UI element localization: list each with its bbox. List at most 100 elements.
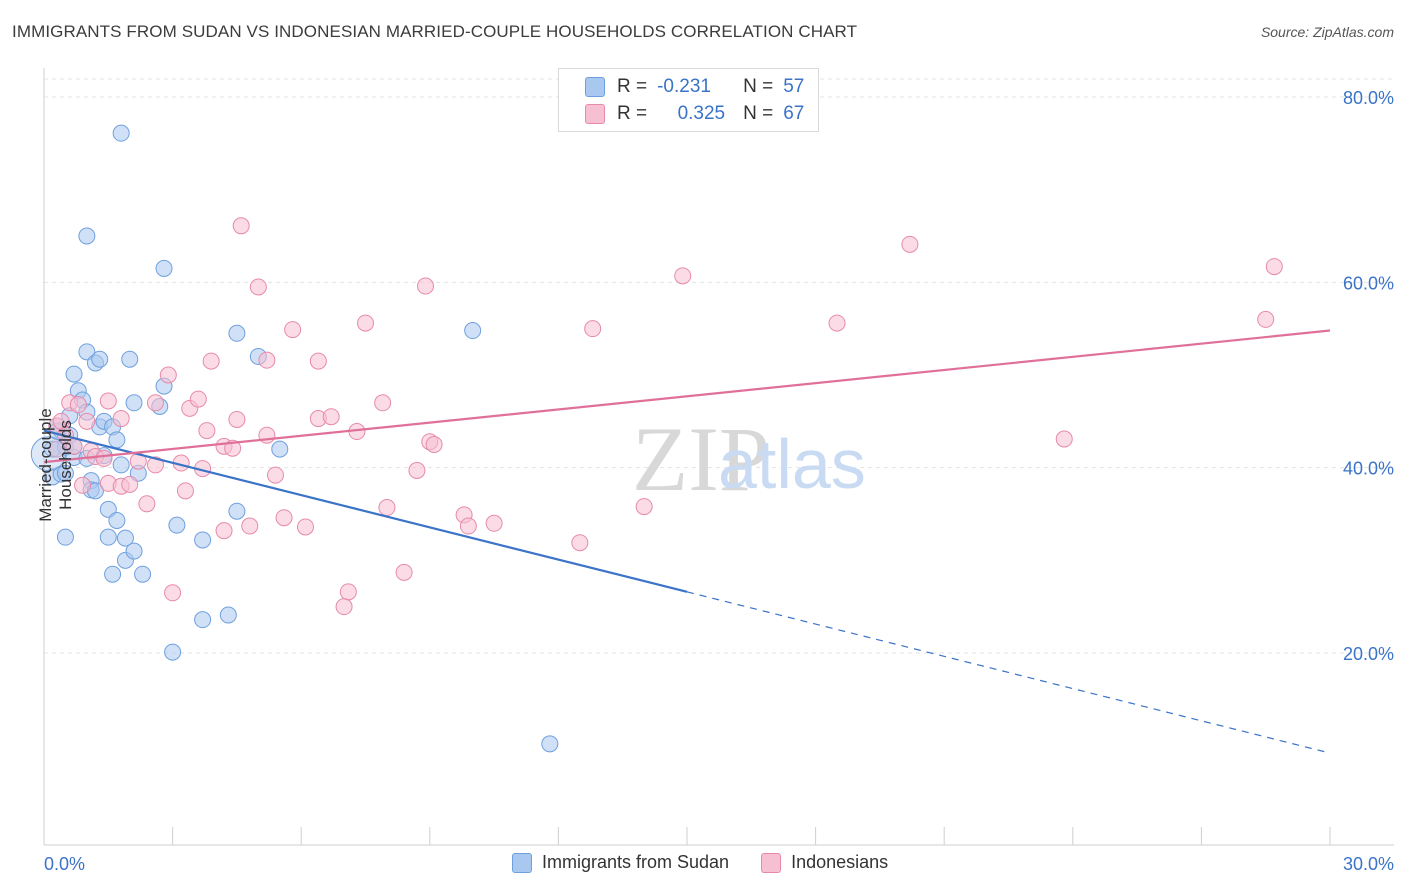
point-indonesians	[159, 366, 177, 384]
point-indonesians	[198, 422, 216, 440]
series-label-sudan: Immigrants from Sudan	[542, 852, 730, 872]
point-indonesians	[215, 522, 233, 540]
point-indonesians	[1055, 430, 1073, 448]
y-tick-label: 80.0%	[1343, 88, 1394, 108]
x-tick-label: 0.0%	[44, 854, 85, 874]
y-tick-label: 40.0%	[1343, 459, 1394, 479]
point-sudan	[78, 227, 96, 245]
point-indonesians	[322, 408, 340, 426]
point-sudan	[168, 516, 186, 534]
point-indonesians	[374, 394, 392, 412]
legend-swatch-indonesians	[585, 104, 605, 124]
point-indonesians	[309, 352, 327, 370]
point-indonesians	[584, 320, 602, 338]
legend-row-indonesians: R = 0.325 N = 67	[585, 101, 804, 127]
point-sudan	[108, 431, 126, 449]
point-indonesians	[228, 410, 246, 428]
legend-r-label: R =	[617, 76, 648, 97]
y-tick-label: 20.0%	[1343, 644, 1394, 664]
point-sudan	[108, 511, 126, 529]
legend-r-value: -0.231	[657, 76, 711, 97]
point-sudan	[194, 611, 212, 629]
point-sudan	[541, 735, 559, 753]
point-sudan	[219, 606, 237, 624]
point-indonesians	[335, 598, 353, 616]
point-indonesians	[241, 517, 259, 535]
point-indonesians	[828, 314, 846, 332]
point-sudan	[125, 394, 143, 412]
legend-n-value: 67	[783, 103, 805, 124]
stats-legend: R = -0.231 N = 57 R = 0.325 N = 67	[558, 68, 819, 132]
legend-r-value: 0.325	[677, 103, 726, 124]
point-indonesians	[571, 534, 589, 552]
point-indonesians	[138, 495, 156, 513]
point-indonesians	[112, 410, 130, 428]
point-indonesians	[232, 217, 250, 235]
trend-lines	[43, 329, 1331, 754]
legend-n-label: N =	[743, 76, 774, 97]
point-indonesians	[95, 449, 113, 467]
series-swatch-sudan	[512, 852, 532, 873]
point-indonesians	[202, 352, 220, 370]
legend-row-sudan: R = -0.231 N = 57	[585, 74, 804, 100]
point-indonesians	[635, 498, 653, 516]
series-legend-sudan[interactable]: Immigrants from Sudan	[512, 852, 729, 873]
trend-line-sudan-extension	[686, 591, 1331, 754]
series-legend-indonesians[interactable]: Indonesians	[761, 852, 888, 873]
point-sudan	[228, 502, 246, 520]
source-label: Source: ZipAtlas.com	[1260, 24, 1394, 40]
point-indonesians	[459, 517, 477, 535]
point-sudan	[56, 528, 74, 546]
point-sudan	[134, 565, 152, 583]
point-indonesians	[146, 394, 164, 412]
point-sudan	[164, 643, 182, 661]
series-label-indonesians: Indonesians	[791, 852, 889, 872]
legend-r-label: R =	[617, 103, 648, 124]
point-indonesians	[417, 277, 435, 295]
point-sudan	[104, 565, 122, 583]
legend-n-label: N =	[743, 103, 774, 124]
watermark-atlas: atlas	[718, 425, 866, 503]
chart-title: IMMIGRANTS FROM SUDAN VS INDONESIAN MARR…	[12, 22, 858, 41]
series-swatch-indonesians	[761, 852, 782, 873]
point-indonesians	[1265, 258, 1283, 276]
point-indonesians	[408, 461, 426, 479]
watermark-zip: ZIP	[632, 408, 770, 510]
point-sudan	[65, 365, 83, 383]
point-sudan	[56, 464, 74, 482]
point-indonesians	[284, 321, 302, 339]
point-indonesians	[78, 412, 96, 430]
point-indonesians	[674, 267, 692, 285]
point-indonesians	[146, 456, 164, 474]
point-indonesians	[901, 235, 919, 253]
grid-lines	[44, 78, 1394, 654]
point-sudan	[228, 324, 246, 342]
point-indonesians	[69, 396, 87, 414]
point-indonesians	[378, 499, 396, 517]
data-points	[30, 124, 1283, 753]
legend-swatch-sudan	[585, 77, 605, 97]
y-tick-label: 60.0%	[1343, 273, 1394, 293]
point-sudan	[271, 440, 289, 458]
point-indonesians	[485, 514, 503, 532]
point-indonesians	[176, 482, 194, 500]
point-indonesians	[121, 475, 139, 493]
series-legend: Immigrants from Sudan Indonesians	[512, 852, 920, 873]
point-indonesians	[1257, 310, 1275, 328]
point-sudan	[155, 259, 173, 277]
point-sudan	[464, 322, 482, 340]
point-indonesians	[425, 436, 443, 453]
point-sudan	[194, 531, 212, 549]
axes	[43, 68, 1394, 846]
tick-labels: 20.0% 40.0% 60.0% 80.0% 0.0% 30.0%	[44, 88, 1394, 874]
point-indonesians	[339, 583, 357, 601]
point-indonesians	[189, 390, 207, 408]
point-indonesians	[275, 509, 293, 527]
x-tick-label: 30.0%	[1343, 854, 1394, 874]
point-indonesians	[266, 466, 284, 484]
point-indonesians	[99, 392, 117, 410]
point-sudan	[112, 456, 130, 474]
point-indonesians	[249, 278, 267, 296]
trend-line-indonesians	[43, 329, 1331, 464]
